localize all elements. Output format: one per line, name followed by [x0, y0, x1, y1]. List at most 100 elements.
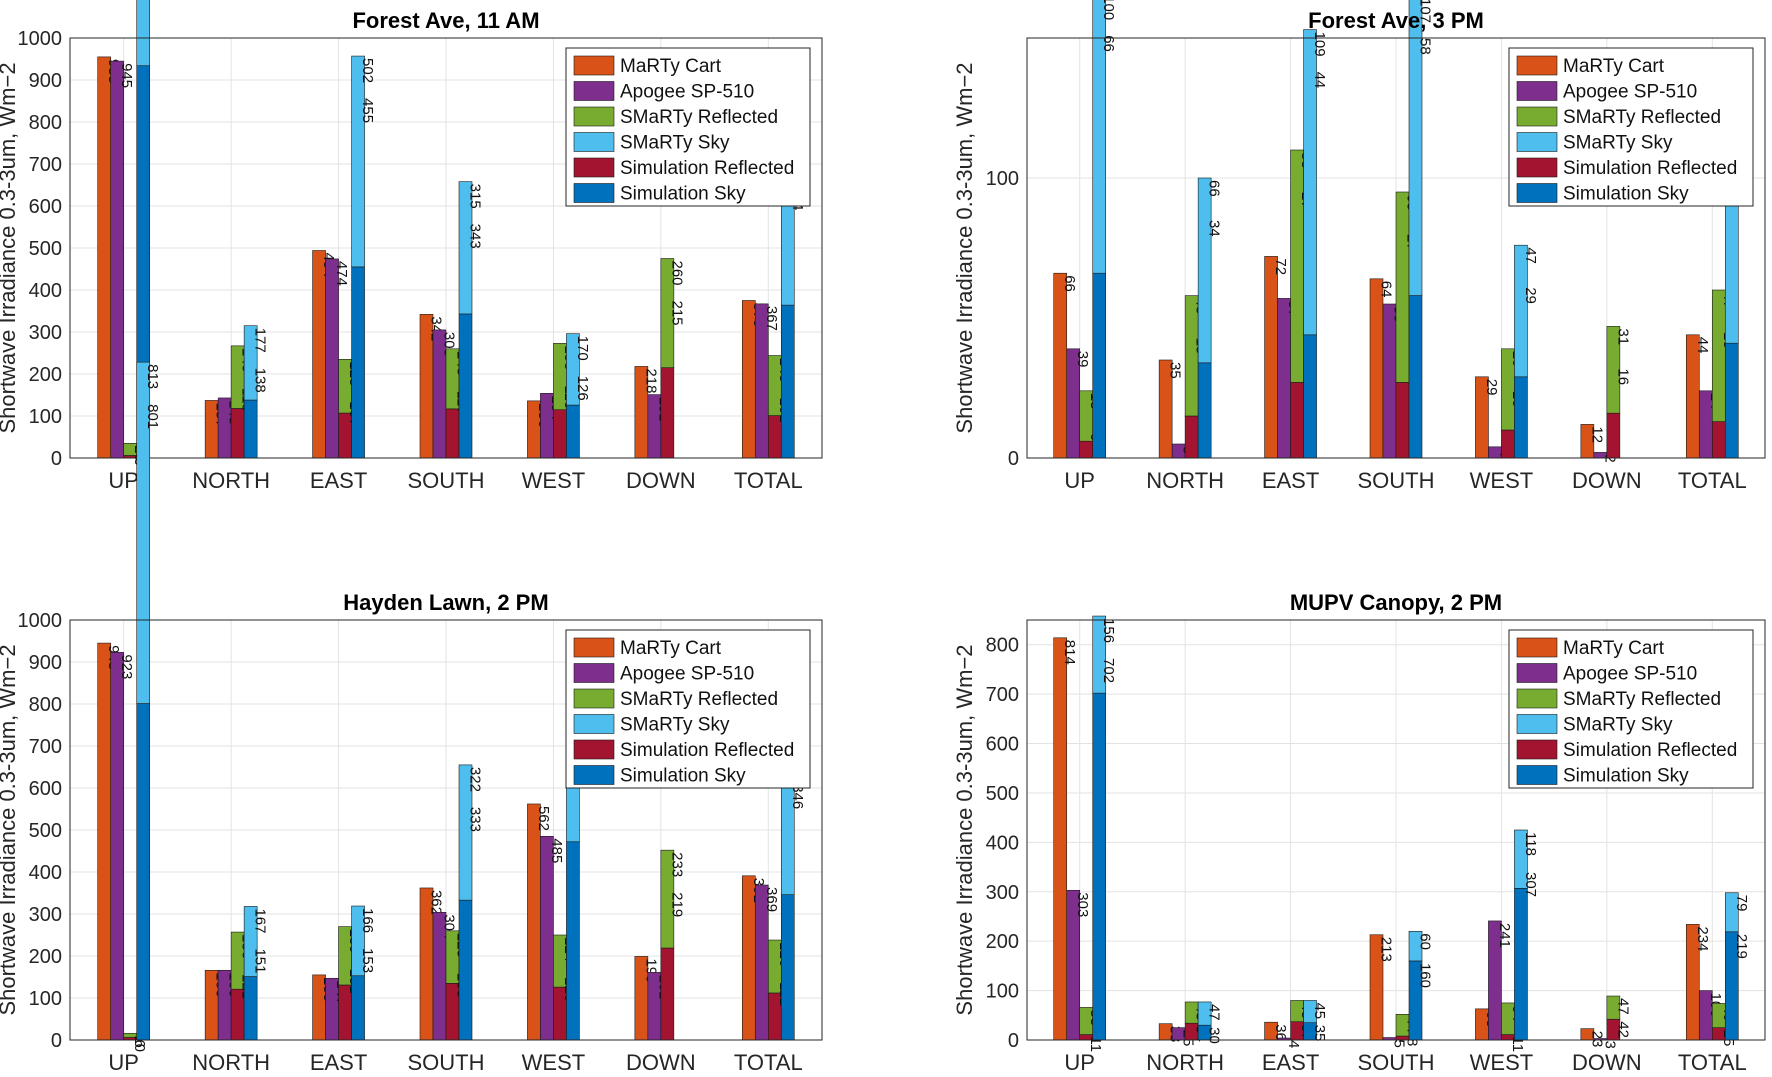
- x-tick-label: NORTH: [1146, 1050, 1224, 1075]
- legend-swatch: [1516, 106, 1558, 127]
- bar-sim-sky: [243, 976, 258, 1041]
- legend-entry: MaRTy Cart: [1563, 638, 1665, 659]
- legend-entry: Simulation Sky: [1563, 766, 1689, 787]
- x-tick-label: SOUTH: [1358, 468, 1435, 493]
- bar-sim-sky: [458, 313, 473, 459]
- bar-smarty: [660, 947, 675, 1041]
- data-label: 218: [642, 368, 659, 393]
- bar-smarty-sky: [1724, 892, 1739, 933]
- bar-apogee: [1277, 298, 1291, 459]
- y-tick-label: 100: [986, 168, 1019, 190]
- data-label: 45: [1311, 1002, 1328, 1019]
- data-label: 35: [1311, 1025, 1328, 1042]
- data-label: 44: [1311, 72, 1328, 89]
- legend: MaRTy Cart Apogee SP-510 SMaRTy Reflected S…: [565, 47, 811, 207]
- data-label: 60: [1417, 933, 1434, 950]
- data-label: 260: [668, 261, 685, 286]
- legend-entry: Apogee SP-510: [620, 664, 754, 685]
- legend-entry: MaRTy Cart: [1563, 56, 1665, 77]
- data-label: 66: [1061, 275, 1078, 292]
- bar-sim-sky: [458, 899, 473, 1041]
- legend: MaRTy Cart Apogee SP-510 SMaRTy Reflected S…: [565, 629, 811, 789]
- x-tick-label: SOUTH: [408, 468, 485, 493]
- data-label: 343: [467, 224, 484, 249]
- data-label: 30: [1206, 1027, 1223, 1044]
- legend-swatch: [1516, 663, 1558, 683]
- chart-panel-2: 0100663918610066UP35543156634NORTH725783…: [952, 0, 1766, 493]
- legend-swatch: [573, 132, 615, 152]
- data-label: 16: [1614, 368, 1631, 385]
- axes-frame: [69, 37, 823, 459]
- data-label: 156: [1100, 618, 1117, 643]
- legend-swatch: [573, 106, 615, 127]
- y-tick-label: 500: [29, 238, 62, 260]
- x-tick-label: TOTAL: [1678, 468, 1747, 493]
- chart-panel-3: 0100200300400500600700800900100094592310…: [0, 361, 823, 1075]
- y-tick-label: 0: [1008, 448, 1019, 470]
- bar-smarty-sky: [1303, 29, 1317, 336]
- data-label: 35: [1167, 362, 1184, 379]
- legend-swatch: [573, 55, 615, 76]
- bar-smarty: [1711, 421, 1726, 459]
- bar-smarty: [1606, 412, 1621, 459]
- legend-entry: Simulation Reflected: [620, 740, 794, 761]
- bar-smarty-sky: [1514, 829, 1528, 889]
- data-label: 47: [1522, 247, 1539, 264]
- x-tick-label: EAST: [1262, 468, 1319, 493]
- bar-smarty-reflected: [1290, 149, 1304, 383]
- x-tick-label: WEST: [522, 468, 586, 493]
- bar-smarty-sky: [1408, 930, 1423, 962]
- legend-swatch: [1516, 157, 1558, 178]
- data-label: 219: [668, 892, 685, 917]
- legend-swatch: [573, 663, 615, 683]
- legend-swatch: [1516, 688, 1558, 709]
- x-tick-label: UP: [1064, 1050, 1095, 1075]
- data-label: 234: [1694, 926, 1711, 951]
- bar-marty: [1369, 278, 1384, 459]
- y-tick-label: 800: [29, 694, 62, 716]
- y-tick-label: 800: [29, 112, 62, 134]
- y-tick-label: 0: [1008, 1030, 1019, 1052]
- y-tick-label: 700: [986, 684, 1019, 706]
- data-label: 177: [252, 328, 269, 353]
- bar-apogee: [540, 835, 554, 1041]
- data-label: 44: [1694, 337, 1711, 354]
- bar-smarty-sky: [1197, 1001, 1212, 1026]
- y-tick-label: 300: [29, 322, 62, 344]
- data-label: 455: [359, 98, 376, 123]
- bar-sim-sky: [1303, 334, 1317, 459]
- bar-sim-sky: [566, 404, 580, 459]
- data-label: 126: [574, 376, 591, 401]
- x-tick-label: DOWN: [1572, 1050, 1642, 1075]
- legend-entry: Simulation Reflected: [620, 158, 794, 179]
- legend-entry: SMaRTy Sky: [620, 715, 730, 736]
- data-label: 29: [1483, 379, 1500, 396]
- bar-smarty: [445, 408, 460, 459]
- bar-sim-sky: [780, 304, 795, 459]
- data-label: 213: [1378, 937, 1395, 962]
- legend-entry: Simulation Sky: [620, 766, 746, 787]
- bar-smarty-sky: [458, 181, 473, 315]
- legend: MaRTy Cart Apogee SP-510 SMaRTy Reflected S…: [1508, 629, 1754, 789]
- y-tick-label: 500: [986, 783, 1019, 805]
- data-label: 5: [1391, 1040, 1408, 1048]
- bar-smarty-sky: [1092, 0, 1107, 274]
- data-label: 303: [1074, 892, 1091, 917]
- bar-smarty: [1395, 382, 1410, 459]
- bar-sim-sky: [136, 703, 151, 1041]
- data-label: 153: [359, 948, 376, 973]
- bar-smarty: [1501, 429, 1515, 459]
- y-tick-label: 300: [29, 904, 62, 926]
- x-tick-label: UP: [1064, 468, 1095, 493]
- legend-entry: Simulation Reflected: [1563, 158, 1737, 179]
- legend-entry: Simulation Sky: [620, 184, 746, 205]
- x-tick-label: NORTH: [192, 1050, 270, 1075]
- data-label: 241: [1496, 923, 1513, 948]
- legend-swatch: [573, 637, 615, 658]
- bar-sim-sky: [566, 841, 580, 1041]
- data-label: 31: [1614, 328, 1631, 345]
- data-label: 79: [1733, 895, 1750, 912]
- bar-marty: [1053, 637, 1068, 1041]
- legend-swatch: [573, 765, 615, 785]
- data-label: 346: [789, 784, 806, 809]
